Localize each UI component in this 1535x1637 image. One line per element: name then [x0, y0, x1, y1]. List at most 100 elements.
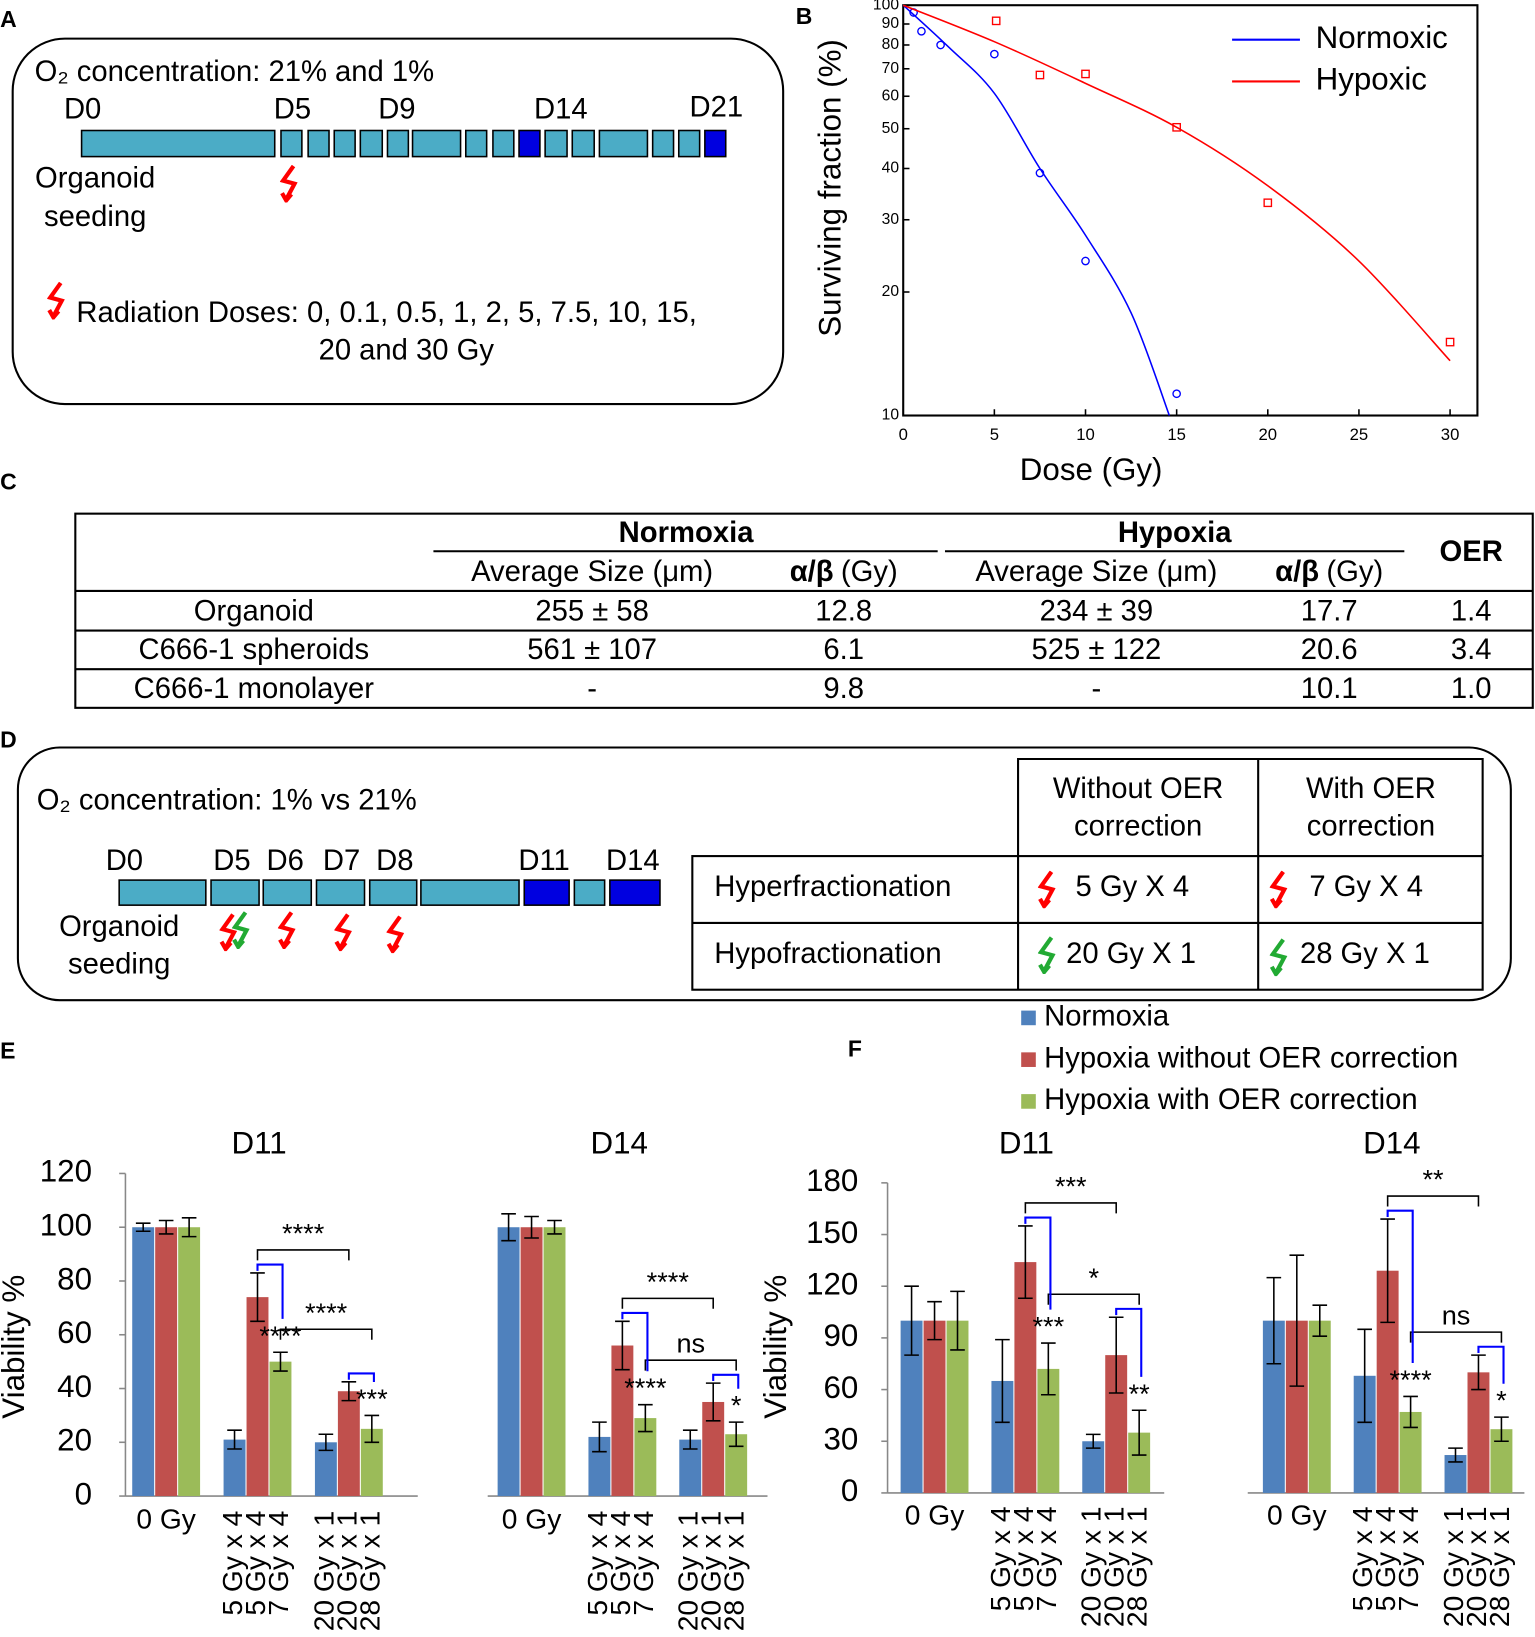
bolt	[282, 166, 295, 200]
table-rules	[692, 757, 1484, 990]
legend-swatch	[1021, 1094, 1036, 1109]
significance-label: ***	[356, 1383, 388, 1414]
cell: 7 Gy X 4	[1309, 871, 1423, 903]
significance-bracket	[1477, 1345, 1505, 1384]
error-bar	[638, 1403, 653, 1433]
bolt	[221, 915, 234, 949]
bar	[1467, 1372, 1490, 1493]
error-bar	[547, 1219, 562, 1235]
y-tick-label: 60	[882, 87, 900, 104]
segment	[523, 879, 570, 906]
bar	[155, 1227, 178, 1497]
significance-bracket	[256, 1249, 350, 1261]
panel-label: D	[0, 726, 17, 752]
y-tick-label: 120	[40, 1154, 92, 1189]
o2-text: O₂ concentration: 21% and 1%	[35, 56, 435, 88]
fit-curve	[902, 4, 1171, 416]
subheader-part: (Gy)	[841, 556, 898, 588]
x-tick-label: 28 Gy x 1	[1483, 1506, 1515, 1627]
segment	[368, 879, 418, 906]
frame	[11, 37, 785, 406]
segment	[262, 879, 313, 906]
y-tick-label: 20	[882, 283, 900, 300]
point	[1035, 168, 1045, 178]
cell: 3.4	[1451, 634, 1492, 666]
bar	[1037, 1368, 1060, 1493]
y-tick-label: 80	[57, 1261, 92, 1296]
cell: C666-1 monolayer	[134, 673, 375, 705]
bar	[1105, 1355, 1128, 1493]
significance-bracket	[1386, 1195, 1480, 1207]
bar	[1128, 1432, 1151, 1493]
day: D11	[518, 845, 569, 877]
panel-label: F	[848, 1035, 862, 1061]
cell: 20.6	[1301, 634, 1358, 666]
x-tick-label: 20 Gy x 1	[330, 1511, 362, 1632]
x-tick-label: 5 Gy x 4	[1007, 1506, 1039, 1611]
x-tick-label: 0 Gy	[502, 1503, 562, 1535]
subheader: α/β (Gy)	[1275, 556, 1383, 588]
segment	[651, 129, 675, 158]
significance-bracket	[1386, 1209, 1414, 1364]
segment	[573, 879, 606, 906]
point	[1445, 337, 1455, 347]
significance-label: ***	[1055, 1171, 1087, 1202]
point	[917, 26, 926, 36]
cell: -	[1091, 673, 1101, 705]
day: D5	[274, 93, 311, 125]
legend-label: Normoxic	[1316, 20, 1448, 55]
significance-bracket	[1024, 1202, 1117, 1214]
segment	[210, 879, 260, 906]
bar	[246, 1297, 269, 1497]
day: D5	[213, 845, 250, 877]
bar	[520, 1227, 543, 1497]
significance-label: **	[1129, 1378, 1151, 1409]
error-bar	[135, 1222, 151, 1233]
significance-label: ****	[647, 1266, 690, 1297]
x-tick-label: 20 Gy x 1	[1460, 1506, 1492, 1627]
significance-bracket	[621, 1297, 714, 1309]
day: D14	[606, 845, 660, 877]
bar	[1285, 1320, 1308, 1493]
bar	[725, 1434, 748, 1497]
significance-bracket	[1024, 1216, 1052, 1310]
cell: 255 ± 58	[535, 596, 649, 628]
x-tick-label: 5	[990, 425, 999, 444]
error-bar	[1471, 1354, 1486, 1391]
y-tick-label: 70	[882, 60, 900, 77]
day: D0	[64, 93, 101, 125]
x-tick-label: 0 Gy	[1267, 1498, 1327, 1530]
significance-bracket	[1115, 1307, 1143, 1377]
segment	[315, 879, 366, 906]
error-bar	[1380, 1218, 1395, 1324]
legend-label: Normoxia	[1044, 1001, 1170, 1033]
radiation-text: 20 and 30 Gy	[319, 335, 495, 367]
bar	[1014, 1262, 1037, 1493]
timeline	[118, 879, 661, 906]
point	[991, 16, 1001, 26]
cell: 10.1	[1301, 673, 1358, 705]
error-bar	[1312, 1304, 1328, 1337]
panel-label: E	[0, 1037, 15, 1063]
cell: 12.8	[815, 596, 872, 628]
segment	[518, 129, 541, 158]
segment	[492, 129, 515, 158]
error-bar	[1289, 1254, 1305, 1387]
error-bar	[1494, 1416, 1509, 1443]
error-bar	[995, 1338, 1010, 1424]
day: D7	[323, 845, 360, 877]
seeding-text: seeding	[44, 201, 146, 233]
chart-title: D11	[232, 1126, 287, 1161]
table-frame	[74, 512, 1534, 709]
segment	[411, 129, 462, 158]
bolt	[234, 912, 247, 946]
y-tick-label: 60	[823, 1370, 858, 1405]
panel-labels: A B C D E F	[0, 3, 862, 1064]
point	[1172, 389, 1181, 399]
bar	[923, 1320, 946, 1493]
x-tick-label: 28 Gy x 1	[353, 1511, 385, 1632]
y-tick-label: 40	[882, 160, 900, 177]
x-tick-label: 7 Gy x 4	[1392, 1506, 1424, 1611]
